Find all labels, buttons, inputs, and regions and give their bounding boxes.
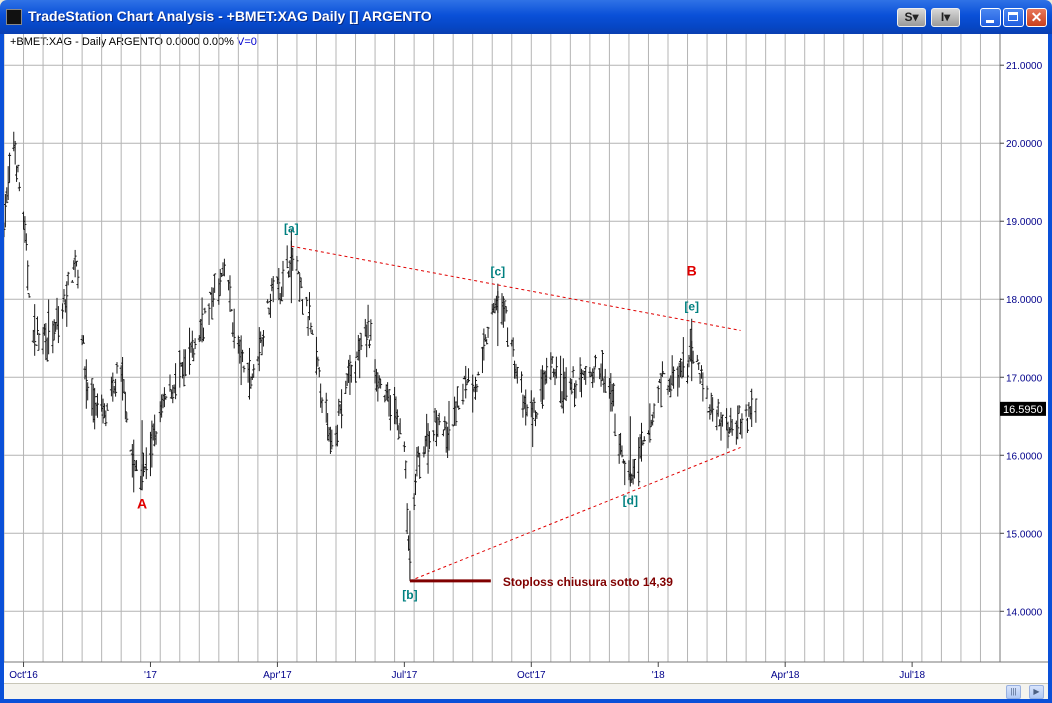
x-tick-label: Apr'17 [263, 670, 292, 681]
y-tick-label: 16.0000 [1006, 451, 1043, 462]
price-chart[interactable]: Oct'16 '17 Apr'17 Jul'17 Oct'17 '18 Apr'18 Jul'… [4, 34, 1048, 683]
y-tick-label: 19.0000 [1006, 217, 1043, 228]
scroll-right-button[interactable]: ▶ [1029, 685, 1044, 699]
y-tick-label: 21.0000 [1006, 61, 1043, 72]
close-button[interactable]: ✕ [1026, 8, 1047, 27]
y-tick-label: 15.0000 [1006, 529, 1043, 540]
wave-label: [d] [623, 493, 638, 507]
wave-label: [a] [284, 222, 299, 236]
x-tick-label: Apr'18 [771, 670, 800, 681]
chevron-down-icon: ▾ [944, 10, 951, 24]
close-icon: ✕ [1030, 9, 1043, 25]
x-axis: Oct'16 '17 Apr'17 Jul'17 Oct'17 '18 Apr'18 Jul'… [9, 662, 925, 681]
x-tick-label: Jul'17 [391, 670, 417, 681]
symbol-link-s-button[interactable]: S▾ [897, 8, 926, 27]
chart-status-line: +BMET:XAG - Daily ARGENTO 0.0000 0.00% V… [10, 36, 257, 48]
horizontal-scrollbar[interactable]: ||| ▶ [4, 683, 1048, 699]
y-tick-label: 14.0000 [1006, 607, 1043, 618]
status-percent: 0.00% [202, 36, 234, 48]
status-volume: V=0 [236, 36, 257, 48]
y-axis: 14.0000 15.0000 16.0000 17.0000 18.0000 19.00… [1000, 61, 1043, 618]
minimize-icon [986, 20, 994, 23]
tradestation-app-icon[interactable] [6, 9, 22, 25]
symbol-link-i-label: I [940, 10, 945, 24]
status-change: 0.0000 [166, 36, 200, 48]
x-tick-label: '17 [144, 670, 157, 681]
x-tick-label: '18 [652, 670, 665, 681]
stoploss: Stoploss chiusura sotto 14,39 [409, 575, 673, 589]
last-price-marker: 16.5950 [1000, 401, 1046, 416]
wave-label: A [137, 495, 147, 511]
chart-panel: +BMET:XAG - Daily ARGENTO 0.0000 0.00% V… [4, 34, 1048, 699]
wave-labels: A [a] [b] [c] [d] B [e] [137, 222, 699, 602]
price-bars [4, 131, 758, 581]
maximize-button[interactable] [1003, 8, 1024, 27]
wave-label: [c] [490, 265, 505, 279]
status-name: ARGENTO [108, 36, 163, 48]
x-tick-label: Oct'16 [9, 670, 38, 681]
y-tick-label: 17.0000 [1006, 373, 1043, 384]
wave-label: [b] [402, 588, 417, 602]
y-tick-label: 20.0000 [1006, 139, 1043, 150]
x-tick-label: Jul'18 [899, 670, 925, 681]
wave-label: B [687, 263, 697, 279]
stoploss-label: Stoploss chiusura sotto 14,39 [503, 575, 673, 589]
scroll-thumb[interactable]: ||| [1006, 685, 1021, 699]
x-tick-label: Oct'17 [517, 670, 546, 681]
symbol-link-i-button[interactable]: I▾ [931, 8, 960, 27]
maximize-icon [1008, 12, 1018, 21]
wave-label: [e] [684, 300, 699, 314]
title-bar: TradeStation Chart Analysis - +BMET:XAG … [0, 0, 1052, 34]
last-price-box [1000, 401, 1046, 416]
y-tick-label: 18.0000 [1006, 295, 1043, 306]
symbol-link-s-label: S [904, 10, 913, 24]
chevron-down-icon: ▾ [912, 10, 919, 24]
chart-grid [4, 34, 1001, 662]
minimize-button[interactable] [980, 8, 1001, 27]
trendline [291, 245, 741, 331]
trendlines [291, 245, 741, 582]
chevron-right-icon: ▶ [1033, 687, 1040, 696]
window-title: TradeStation Chart Analysis - +BMET:XAG … [28, 8, 432, 24]
trendline [409, 447, 741, 582]
last-price-label: 16.5950 [1003, 404, 1043, 416]
